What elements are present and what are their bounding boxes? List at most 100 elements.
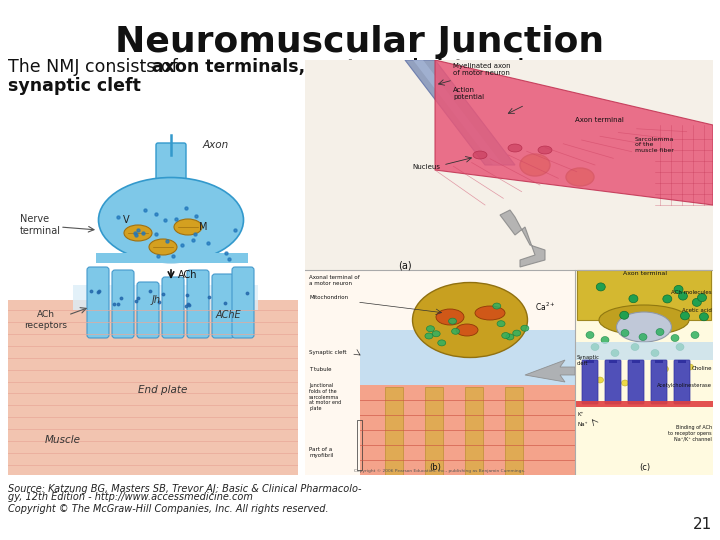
- FancyBboxPatch shape: [73, 285, 258, 310]
- FancyBboxPatch shape: [628, 360, 644, 404]
- Text: AChE: AChE: [215, 310, 240, 320]
- Bar: [575, 342, 713, 360]
- Ellipse shape: [538, 146, 552, 154]
- Ellipse shape: [566, 168, 594, 186]
- FancyBboxPatch shape: [651, 360, 667, 404]
- Text: Sarcolemma
of the
muscle fiber: Sarcolemma of the muscle fiber: [635, 137, 675, 153]
- Polygon shape: [405, 60, 515, 165]
- Text: Choline: Choline: [691, 366, 712, 370]
- Bar: [305, 60, 713, 270]
- Ellipse shape: [502, 333, 510, 339]
- FancyBboxPatch shape: [156, 143, 186, 207]
- Ellipse shape: [506, 334, 514, 340]
- Bar: [360, 330, 575, 385]
- Ellipse shape: [432, 331, 440, 337]
- Text: Na⁺: Na⁺: [577, 422, 588, 428]
- Text: T tubule: T tubule: [309, 367, 331, 372]
- Polygon shape: [500, 210, 545, 267]
- Text: ACh
receptors: ACh receptors: [24, 310, 68, 330]
- Bar: [575, 401, 713, 407]
- Ellipse shape: [621, 380, 629, 386]
- FancyBboxPatch shape: [605, 360, 621, 404]
- Ellipse shape: [475, 306, 505, 320]
- Text: Myelinated axon
of motor neuron: Myelinated axon of motor neuron: [453, 63, 510, 76]
- Ellipse shape: [473, 151, 487, 159]
- Ellipse shape: [693, 299, 701, 306]
- Ellipse shape: [651, 349, 659, 356]
- Ellipse shape: [676, 343, 684, 350]
- Text: Ca$^{2+}$: Ca$^{2+}$: [535, 301, 556, 313]
- Text: Source: Katzung BG, Masters SB, Trevor AJ: Basic & Clinical Pharmacolo-: Source: Katzung BG, Masters SB, Trevor A…: [8, 484, 361, 494]
- Bar: [586, 360, 594, 363]
- Bar: [385, 387, 403, 475]
- Text: gy, 12th Edition - http://www.accessmedicine.com: gy, 12th Edition - http://www.accessmedi…: [8, 492, 253, 502]
- Text: K⁺: K⁺: [577, 413, 583, 417]
- Text: Axon terminal: Axon terminal: [575, 117, 624, 123]
- Ellipse shape: [611, 367, 618, 373]
- Text: (c): (c): [639, 463, 651, 472]
- FancyBboxPatch shape: [137, 277, 159, 338]
- Ellipse shape: [438, 340, 446, 346]
- Ellipse shape: [671, 334, 679, 341]
- Ellipse shape: [451, 328, 459, 334]
- Bar: [305, 270, 575, 475]
- Ellipse shape: [436, 309, 464, 325]
- Ellipse shape: [652, 376, 659, 382]
- Text: Jh: Jh: [151, 295, 161, 305]
- Text: Copyright © 2006 Pearson Education, Inc., publishing as Benjamin Cummings.: Copyright © 2006 Pearson Education, Inc.…: [354, 469, 526, 473]
- Text: Binding of ACh
to receptor opens
Na⁺/K⁺ channel: Binding of ACh to receptor opens Na⁺/K⁺ …: [668, 424, 712, 441]
- Ellipse shape: [596, 283, 606, 291]
- Bar: [655, 360, 663, 363]
- Polygon shape: [525, 360, 575, 382]
- Bar: [678, 360, 686, 363]
- Text: 21: 21: [693, 517, 712, 532]
- Ellipse shape: [631, 343, 639, 350]
- Ellipse shape: [521, 325, 529, 331]
- FancyBboxPatch shape: [87, 267, 109, 338]
- Bar: [577, 270, 711, 320]
- Ellipse shape: [674, 285, 683, 293]
- Text: Nucleus: Nucleus: [412, 164, 440, 170]
- Text: Muscle: Muscle: [45, 435, 81, 445]
- Ellipse shape: [621, 329, 629, 336]
- Text: ACh: ACh: [178, 270, 197, 280]
- FancyBboxPatch shape: [162, 274, 184, 338]
- Bar: [575, 270, 713, 475]
- Bar: [609, 360, 617, 363]
- Ellipse shape: [599, 305, 689, 335]
- Text: Neuromuscular Junction: Neuromuscular Junction: [115, 25, 605, 59]
- Text: ACh molecules: ACh molecules: [671, 291, 712, 295]
- FancyBboxPatch shape: [674, 360, 690, 404]
- Ellipse shape: [680, 312, 690, 320]
- Ellipse shape: [508, 144, 522, 152]
- Ellipse shape: [492, 303, 501, 309]
- Ellipse shape: [686, 364, 693, 370]
- Text: axon terminals,  motor end plate, and: axon terminals, motor end plate, and: [152, 58, 524, 76]
- Bar: [96, 253, 248, 263]
- Text: Action
potential: Action potential: [453, 87, 484, 100]
- Bar: [360, 385, 575, 475]
- Ellipse shape: [456, 324, 478, 336]
- FancyBboxPatch shape: [8, 300, 298, 475]
- Ellipse shape: [611, 349, 619, 356]
- Polygon shape: [413, 60, 503, 165]
- Ellipse shape: [426, 326, 434, 332]
- Text: Junctional
folds of the
sarcolemma
at motor end
plate: Junctional folds of the sarcolemma at mo…: [309, 383, 341, 411]
- Ellipse shape: [596, 377, 603, 383]
- Ellipse shape: [699, 313, 708, 321]
- FancyBboxPatch shape: [212, 274, 234, 338]
- Bar: [465, 387, 483, 475]
- Ellipse shape: [425, 333, 433, 339]
- Ellipse shape: [413, 282, 528, 357]
- Text: (a): (a): [398, 260, 412, 270]
- Text: M: M: [199, 222, 207, 232]
- Bar: [425, 387, 443, 475]
- Text: Copyright © The McGraw-Hill Companies, Inc. All rights reserved.: Copyright © The McGraw-Hill Companies, I…: [8, 504, 328, 514]
- Text: Acetylcholinesterase: Acetylcholinesterase: [657, 382, 712, 388]
- Bar: [357, 420, 362, 470]
- Text: synaptic cleft: synaptic cleft: [8, 77, 141, 95]
- FancyBboxPatch shape: [582, 360, 598, 404]
- Ellipse shape: [124, 225, 152, 241]
- Ellipse shape: [691, 332, 699, 339]
- Text: Synaptic cleft: Synaptic cleft: [309, 350, 346, 355]
